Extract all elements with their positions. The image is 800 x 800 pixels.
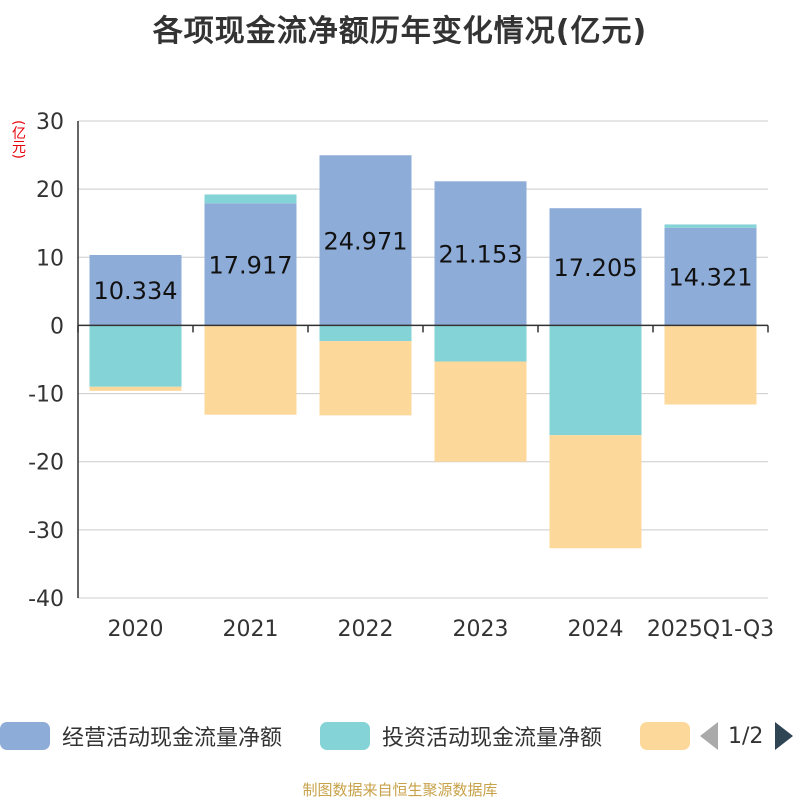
- legend-label-investing: 投资活动现金流量净额: [382, 726, 603, 751]
- next-page-icon[interactable]: [775, 722, 794, 750]
- bar-investing: [549, 325, 642, 436]
- bar-investing: [434, 325, 527, 362]
- bar-operating: [549, 208, 642, 326]
- x-tick-label: 2022: [338, 617, 394, 642]
- y-tick-label: 10: [36, 246, 64, 271]
- bar-financing: [319, 341, 412, 416]
- legend-label-operating: 经营活动现金流量净额: [62, 726, 283, 751]
- bar-operating: [89, 255, 182, 326]
- data-label: 14.321: [669, 264, 753, 292]
- legend: 经营活动现金流量净额 投资活动现金流量净额 1/2: [0, 716, 800, 756]
- y-tick-label: -20: [28, 451, 64, 476]
- x-tick-label: 2025Q1-Q3: [647, 617, 774, 642]
- bar-operating: [319, 155, 412, 326]
- legend-item-financing[interactable]: [640, 720, 690, 752]
- bar-investing: [204, 194, 297, 204]
- legend-swatch-investing: [320, 722, 370, 750]
- bar-financing: [549, 435, 642, 549]
- legend-page-indicator: 1/2: [728, 723, 764, 749]
- chart-area: 30 20 10 0 -10 -20 -30 -40 10.334 2020 17.917 2021 2…: [28, 110, 774, 642]
- legend-item-operating[interactable]: 经营活动现金流量净额: [0, 720, 282, 752]
- chart-title: 各项现金流净额历年变化情况(亿元): [152, 14, 648, 49]
- bar-investing: [89, 325, 182, 387]
- y-tick-label: -40: [28, 587, 64, 612]
- y-tick-label: -30: [28, 519, 64, 544]
- legend-swatch-operating: [0, 722, 50, 750]
- bar-operating: [434, 181, 527, 326]
- y-tick-label: 20: [36, 178, 64, 203]
- x-tick-label: 2024: [568, 617, 624, 642]
- data-label: 10.334: [94, 277, 178, 305]
- bar-operating: [664, 227, 757, 326]
- data-label: 24.971: [324, 227, 408, 255]
- data-source: 制图数据来自恒生聚源数据库: [302, 781, 498, 799]
- x-tick-label: 2023: [453, 617, 509, 642]
- bar-operating: [204, 203, 297, 326]
- y-tick-label: 0: [50, 314, 64, 339]
- data-label: 17.205: [554, 254, 638, 282]
- data-label: 21.153: [439, 240, 523, 268]
- y-axis-unit: (亿元): [10, 120, 26, 159]
- legend-item-investing[interactable]: 投资活动现金流量净额: [320, 720, 602, 752]
- legend-pager: 1/2: [700, 720, 794, 752]
- x-tick-label: 2020: [108, 617, 164, 642]
- bar-financing: [204, 325, 297, 415]
- x-tick-label: 2021: [223, 617, 279, 642]
- legend-swatch-financing: [640, 722, 690, 750]
- bar-investing: [664, 224, 757, 228]
- bar-investing: [319, 325, 412, 342]
- bar-financing: [434, 361, 527, 462]
- y-tick-label: 30: [36, 110, 64, 135]
- data-label: 17.917: [209, 251, 293, 279]
- y-tick-label: -10: [28, 383, 64, 408]
- bar-financing: [664, 325, 757, 405]
- bar-financing: [89, 386, 182, 391]
- prev-page-icon[interactable]: [700, 722, 718, 750]
